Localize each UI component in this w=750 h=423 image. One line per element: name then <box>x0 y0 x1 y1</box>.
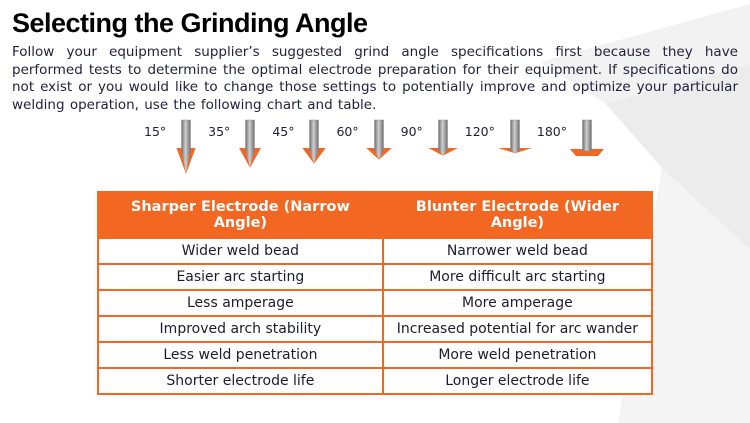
electrode-angle-120: 120° <box>465 119 534 177</box>
table-header-cell: Blunter Electrode (Wider Angle) <box>381 191 654 240</box>
electrode-icon <box>231 119 269 177</box>
table-cell: More weld penetration <box>381 341 654 370</box>
angle-label: 120° <box>464 124 495 140</box>
table-row: Wider weld bead Narrower weld bead <box>97 237 654 266</box>
table-cell: Increased potential for arc wander <box>381 315 654 344</box>
comparison-table: Sharper Electrode (Narrow Angle) Blunter … <box>97 191 654 396</box>
table-cell: Easier arc starting <box>97 263 384 292</box>
angle-label: 60° <box>336 124 359 140</box>
electrode-icon <box>295 119 333 177</box>
table-cell: Narrower weld bead <box>381 237 654 266</box>
electrode-icon <box>568 119 606 177</box>
table-row: Easier arc starting More difficult arc st… <box>97 263 654 292</box>
table-row: Improved arch stability Increased potenti… <box>97 315 654 344</box>
electrode-icon <box>424 119 462 177</box>
electrode-angle-15: 15° <box>144 119 205 177</box>
table-cell: Longer electrode life <box>381 367 654 396</box>
comparison-table-body: Wider weld bead Narrower weld bead Easier … <box>97 237 654 396</box>
comparison-table-head-row: Sharper Electrode (Narrow Angle) Blunter … <box>97 191 654 240</box>
table-cell: Shorter electrode life <box>97 367 384 396</box>
table-cell: Less weld penetration <box>97 341 384 370</box>
table-cell: Improved arch stability <box>97 315 384 344</box>
electrode-angle-45: 45° <box>272 119 333 177</box>
angle-diagram: 15° 35° 45° 60° 90° 120° 180° <box>12 119 738 183</box>
page-content: Selecting the Grinding Angle Follow your… <box>12 8 738 396</box>
table-cell: More difficult arc starting <box>381 263 654 292</box>
angle-label: 45° <box>272 124 295 140</box>
electrode-icon <box>496 119 534 177</box>
electrode-angle-90: 90° <box>401 119 462 177</box>
page-title: Selecting the Grinding Angle <box>12 8 368 38</box>
table-row: Less weld penetration More weld penetrati… <box>97 341 654 370</box>
electrode-icon <box>360 119 398 177</box>
table-cell: Wider weld bead <box>97 237 384 266</box>
table-row: Less amperage More amperage <box>97 289 654 318</box>
table-header-cell: Sharper Electrode (Narrow Angle) <box>97 191 384 240</box>
electrode-angle-180: 180° <box>537 119 606 177</box>
table-cell: More amperage <box>381 289 654 318</box>
table-cell: Less amperage <box>97 289 384 318</box>
electrode-angle-35: 35° <box>208 119 269 177</box>
angle-label: 180° <box>536 124 567 140</box>
comparison-table-wrap: Sharper Electrode (Narrow Angle) Blunter … <box>97 191 654 396</box>
electrode-angle-60: 60° <box>336 119 397 177</box>
table-row: Shorter electrode life Longer electrode l… <box>97 367 654 396</box>
angle-label: 15° <box>144 124 167 140</box>
angle-label: 90° <box>400 124 423 140</box>
electrode-icon <box>167 119 205 177</box>
angle-label: 35° <box>208 124 231 140</box>
intro-paragraph: Follow your equipment supplier’s suggest… <box>12 44 738 113</box>
